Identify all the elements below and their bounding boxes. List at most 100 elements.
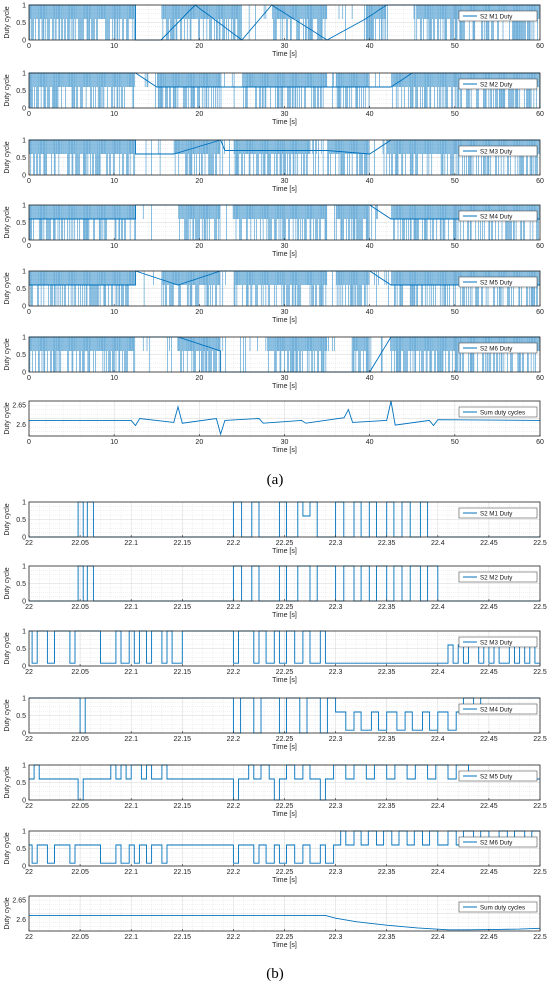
x-tick-label: 22	[25, 669, 33, 676]
y-axis-label: Duty cycle	[4, 766, 11, 798]
x-tick-label: 22.25	[276, 869, 294, 876]
x-tick-label: 22.15	[174, 803, 192, 810]
legend-label: S2 M5 Duty	[480, 279, 513, 286]
x-tick-label: 40	[366, 243, 374, 250]
x-tick-label: 22	[25, 803, 33, 810]
x-tick-label: 20	[195, 178, 203, 185]
x-tick-label: 22.1	[124, 803, 138, 810]
legend-box	[458, 571, 538, 583]
y-axis-label: Duty cycle	[4, 699, 11, 731]
x-tick-label: 40	[366, 178, 374, 185]
y-tick-label: 0.5	[16, 646, 26, 653]
x-tick-label: 22.15	[174, 934, 192, 941]
x-tick-label: 30	[281, 178, 289, 185]
x-axis-label: Time [s]	[272, 186, 297, 193]
series-line-b6	[29, 830, 540, 864]
x-tick-label: 22.45	[480, 934, 498, 941]
y-tick-label: 0.5	[16, 846, 26, 853]
chart-panel-b7: 22 22.05 22.1 22.15 22.2 22.25 22.3 22.35 22.4 22…	[4, 895, 547, 949]
x-tick-label: 22.05	[71, 803, 89, 810]
y-tick-label: 0	[22, 173, 26, 180]
x-tick-label: 10	[110, 439, 118, 446]
chart-panel-a6: 0 10 20 30 40 50 60 0 0.5 1 Time [s] Duty cycle S2 M…	[4, 335, 544, 391]
x-tick-label: 22.1	[124, 669, 138, 676]
y-axis-label: Duty cycle	[4, 272, 11, 304]
legend-box	[458, 636, 538, 648]
y-axis-label: Duty cycle	[4, 6, 11, 38]
legend-label: S2 M6 Duty	[480, 345, 513, 352]
chart-panel-a1: 0 10 20 30 40 50 60 0 0.5 1 Time [s] Duty cycle S2 M…	[4, 3, 544, 59]
series-pwm-band-a3	[29, 140, 540, 175]
legend-box	[458, 78, 538, 90]
x-tick-label: 22.4	[431, 540, 445, 547]
legend-box	[458, 10, 538, 22]
legend-label: S2 M2 Duty	[480, 574, 513, 581]
x-axis-label: Time [s]	[272, 51, 297, 58]
x-axis-label: Time [s]	[272, 612, 297, 619]
x-tick-label: 10	[110, 309, 118, 316]
chart-panel-a7: 0 10 20 30 40 50 60 2.6 2.65 Time [s] Duty cycle Su…	[4, 400, 544, 454]
x-tick-label: 22.45	[480, 869, 498, 876]
x-tick-label: 50	[451, 439, 459, 446]
x-tick-label: 22.45	[480, 669, 498, 676]
legend-box	[458, 342, 538, 354]
y-tick-label: 0	[22, 304, 26, 311]
y-tick-label: 0.5	[16, 352, 26, 359]
x-tick-label: 22.35	[378, 869, 396, 876]
y-tick-label: 0	[22, 731, 26, 738]
x-tick-label: 22.4	[431, 669, 445, 676]
legend-label: S2 M1 Duty	[480, 13, 513, 20]
x-tick-label: 22.1	[124, 736, 138, 743]
y-tick-label: 1	[22, 138, 26, 145]
x-tick-label: 22.05	[71, 540, 89, 547]
x-tick-label: 0	[27, 178, 31, 185]
y-axis-label: Duty cycle	[4, 567, 11, 599]
x-axis-label: Time [s]	[272, 677, 297, 684]
x-tick-label: 22.3	[329, 934, 343, 941]
legend-box	[458, 836, 538, 848]
x-tick-label: 40	[366, 111, 374, 118]
legend-label: S2 M1 Duty	[480, 510, 513, 517]
x-tick-label: 22.05	[71, 869, 89, 876]
x-tick-label: 22.45	[480, 803, 498, 810]
x-tick-label: 22.25	[276, 604, 294, 611]
x-tick-label: 40	[366, 309, 374, 316]
chart-panel-a2: 0 10 20 30 40 50 60 0 0.5 1 Time [s] Duty cycle S2 M…	[4, 71, 544, 127]
x-tick-label: 22.25	[276, 736, 294, 743]
x-tick-label: 10	[110, 43, 118, 50]
x-tick-label: 22.15	[174, 736, 192, 743]
legend-box	[458, 145, 538, 157]
x-tick-label: 60	[536, 43, 544, 50]
y-axis-label: Duty cycle	[4, 74, 11, 106]
x-tick-label: 22.5	[533, 803, 547, 810]
y-tick-label: 0	[22, 535, 26, 542]
x-tick-label: 20	[195, 439, 203, 446]
y-tick-label: 0	[22, 370, 26, 377]
series-line-b4	[29, 697, 540, 734]
subfigure-label-b: (b)	[266, 966, 284, 982]
x-tick-label: 0	[27, 111, 31, 118]
x-tick-label: 22	[25, 540, 33, 547]
y-tick-label: 2.6	[16, 917, 26, 924]
x-tick-label: 50	[451, 309, 459, 316]
x-tick-label: 22.4	[431, 604, 445, 611]
x-tick-label: 22	[25, 934, 33, 941]
x-tick-label: 30	[281, 375, 289, 382]
legend-label: S2 M2 Duty	[480, 81, 513, 88]
x-tick-label: 0	[27, 43, 31, 50]
y-tick-label: 0.5	[16, 88, 26, 95]
x-tick-label: 22.25	[276, 540, 294, 547]
x-tick-label: 22.3	[329, 540, 343, 547]
y-tick-label: 0.5	[16, 220, 26, 227]
y-tick-label: 0.5	[16, 155, 26, 162]
x-tick-label: 22.25	[276, 669, 294, 676]
chart-panel-b3: 22 22.05 22.1 22.15 22.2 22.25 22.3 22.35 22.4 22…	[4, 629, 547, 685]
x-tick-label: 22.2	[227, 869, 241, 876]
x-tick-label: 22.15	[174, 669, 192, 676]
chart-panel-a5: 0 10 20 30 40 50 60 0 0.5 1 Time [s] Duty cycle S2 M…	[4, 269, 544, 325]
x-tick-label: 30	[281, 439, 289, 446]
x-tick-label: 10	[110, 243, 118, 250]
x-tick-label: 22.5	[533, 934, 547, 941]
y-axis-label: Duty cycle	[4, 402, 11, 434]
